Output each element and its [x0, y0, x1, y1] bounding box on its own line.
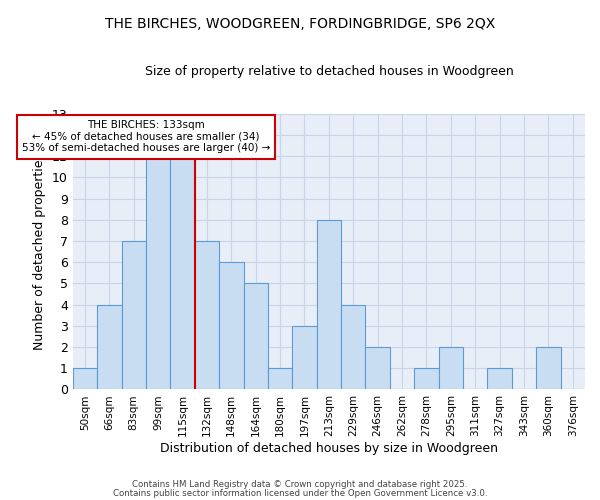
- Bar: [244, 284, 268, 390]
- Bar: [268, 368, 292, 390]
- Bar: [365, 347, 390, 390]
- Bar: [292, 326, 317, 390]
- Bar: [439, 347, 463, 390]
- Y-axis label: Number of detached properties: Number of detached properties: [34, 153, 46, 350]
- Bar: [341, 304, 365, 390]
- Bar: [97, 304, 122, 390]
- Bar: [146, 156, 170, 390]
- Bar: [536, 347, 560, 390]
- Title: Size of property relative to detached houses in Woodgreen: Size of property relative to detached ho…: [145, 65, 513, 78]
- Bar: [414, 368, 439, 390]
- Text: Contains public sector information licensed under the Open Government Licence v3: Contains public sector information licen…: [113, 490, 487, 498]
- Bar: [195, 241, 219, 390]
- Text: THE BIRCHES, WOODGREEN, FORDINGBRIDGE, SP6 2QX: THE BIRCHES, WOODGREEN, FORDINGBRIDGE, S…: [105, 18, 495, 32]
- X-axis label: Distribution of detached houses by size in Woodgreen: Distribution of detached houses by size …: [160, 442, 498, 455]
- Text: Contains HM Land Registry data © Crown copyright and database right 2025.: Contains HM Land Registry data © Crown c…: [132, 480, 468, 489]
- Bar: [487, 368, 512, 390]
- Bar: [73, 368, 97, 390]
- Bar: [170, 156, 195, 390]
- Bar: [317, 220, 341, 390]
- Text: THE BIRCHES: 133sqm
← 45% of detached houses are smaller (34)
53% of semi-detach: THE BIRCHES: 133sqm ← 45% of detached ho…: [22, 120, 270, 154]
- Bar: [219, 262, 244, 390]
- Bar: [122, 241, 146, 390]
